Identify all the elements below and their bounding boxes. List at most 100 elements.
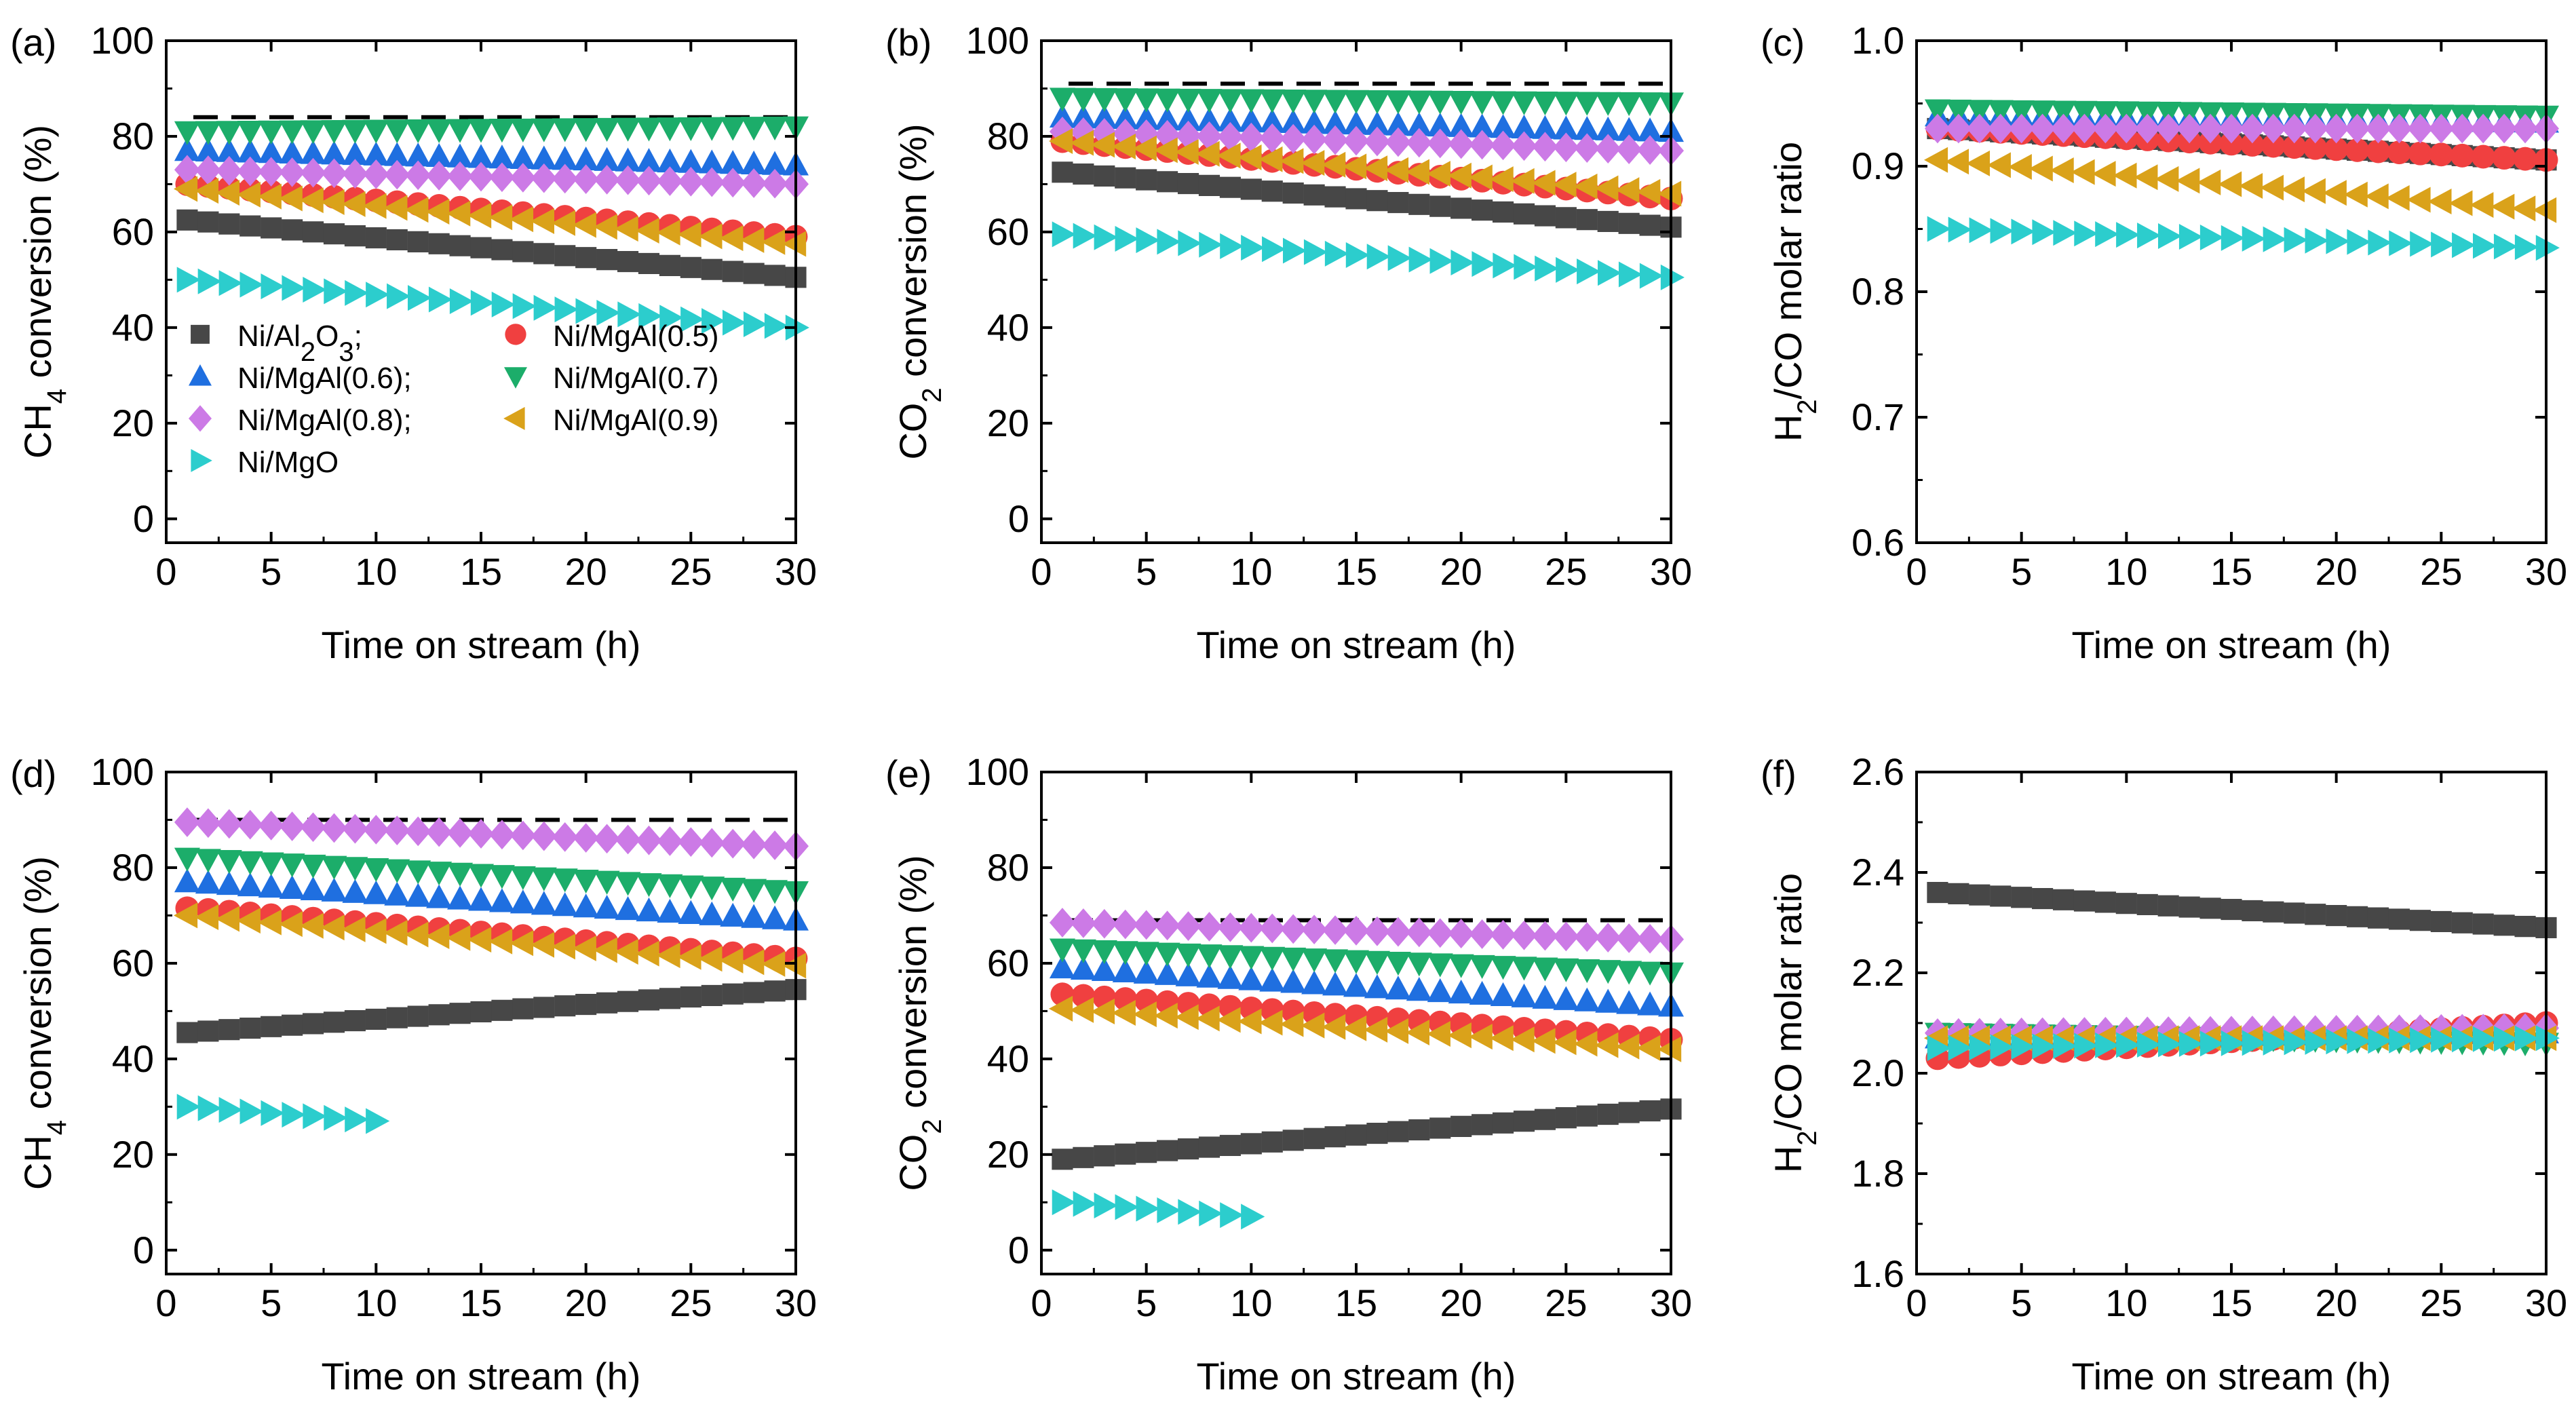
data-point bbox=[2095, 221, 2119, 248]
x-tick-label: 5 bbox=[1136, 1282, 1157, 1324]
data-point bbox=[636, 117, 662, 142]
y-tick-label: 100 bbox=[966, 750, 1029, 793]
x-tick-label: 10 bbox=[2105, 550, 2147, 593]
data-point bbox=[512, 293, 537, 320]
data-point bbox=[342, 857, 368, 881]
data-point bbox=[449, 288, 474, 314]
data-point bbox=[1408, 246, 1433, 273]
data-point bbox=[1468, 1024, 1493, 1050]
data-point bbox=[2261, 134, 2286, 158]
data-point bbox=[2197, 169, 2221, 195]
data-point bbox=[1258, 146, 1283, 172]
data-point bbox=[1174, 139, 1199, 166]
data-point bbox=[1511, 131, 1537, 161]
data-point bbox=[491, 239, 513, 261]
data-point bbox=[321, 120, 347, 144]
x-tick-label: 5 bbox=[1136, 550, 1157, 593]
x-tick-label: 15 bbox=[1335, 550, 1377, 593]
data-point bbox=[572, 935, 596, 961]
data-point bbox=[218, 213, 240, 235]
data-point bbox=[282, 1014, 303, 1036]
data-point bbox=[1198, 1136, 1220, 1158]
data-point bbox=[531, 891, 557, 915]
data-point bbox=[1217, 965, 1244, 989]
data-point bbox=[741, 879, 767, 903]
data-point bbox=[1924, 99, 1950, 123]
data-point bbox=[1511, 920, 1537, 950]
data-point bbox=[701, 308, 726, 334]
data-point bbox=[194, 904, 219, 930]
data-point bbox=[2199, 224, 2225, 250]
data-point bbox=[1343, 126, 1369, 156]
data-point bbox=[2238, 173, 2263, 199]
data-point bbox=[2199, 1030, 2225, 1057]
data-point bbox=[1220, 1202, 1244, 1229]
x-tick-label: 15 bbox=[460, 550, 502, 593]
data-point bbox=[551, 210, 575, 236]
data-point bbox=[363, 857, 389, 883]
x-tick-label: 30 bbox=[1650, 1282, 1692, 1324]
series-Ni-MgAl-0.7- bbox=[174, 116, 809, 145]
data-point bbox=[1597, 210, 1619, 233]
data-point bbox=[1345, 188, 1367, 210]
data-point bbox=[1048, 995, 1073, 1022]
data-point bbox=[468, 144, 494, 168]
data-point bbox=[2178, 1030, 2204, 1057]
data-point bbox=[1511, 957, 1537, 981]
data-point bbox=[2071, 159, 2095, 185]
y-tick-label: 100 bbox=[91, 19, 154, 62]
series-Ni-MgAl-0.7- bbox=[1924, 99, 2559, 130]
y-tick-label: 2.0 bbox=[1851, 1052, 1904, 1094]
data-point bbox=[1637, 92, 1664, 117]
data-point bbox=[2410, 231, 2434, 257]
data-point bbox=[2242, 900, 2263, 921]
data-point bbox=[1534, 205, 1556, 227]
data-point bbox=[678, 166, 704, 197]
data-point bbox=[2092, 113, 2119, 144]
data-point bbox=[1136, 1195, 1160, 1222]
y-tick-label: 0.6 bbox=[1851, 521, 1904, 564]
data-point bbox=[1258, 1009, 1283, 1036]
data-point bbox=[197, 211, 219, 233]
data-point bbox=[2389, 1027, 2413, 1054]
data-point bbox=[1468, 164, 1493, 191]
data-point bbox=[2221, 225, 2245, 251]
data-point bbox=[1553, 921, 1579, 952]
data-point bbox=[1552, 172, 1577, 198]
data-point bbox=[2430, 910, 2452, 933]
data-point bbox=[1049, 938, 1075, 963]
data-point bbox=[1493, 252, 1517, 279]
x-tick-label: 15 bbox=[1335, 1282, 1377, 1324]
data-point bbox=[1927, 216, 1951, 242]
data-point bbox=[1280, 90, 1307, 114]
data-point bbox=[1091, 940, 1117, 965]
legend-label: Ni/MgAl(0.7) bbox=[553, 362, 719, 395]
data-point bbox=[491, 291, 516, 317]
data-point bbox=[1094, 1192, 1118, 1218]
data-point bbox=[1555, 207, 1577, 229]
data-point bbox=[762, 880, 788, 904]
data-point bbox=[1927, 1035, 1951, 1061]
data-point bbox=[2491, 113, 2518, 144]
series-Ni-MgAl-0.9- bbox=[1923, 147, 2557, 223]
y-tick-label: 20 bbox=[112, 1133, 154, 1176]
x-axis-label: Time on stream (h) bbox=[1197, 1355, 1516, 1398]
data-point bbox=[1322, 1014, 1346, 1040]
data-point bbox=[719, 225, 744, 252]
data-point bbox=[594, 870, 620, 895]
data-point bbox=[1948, 883, 1969, 904]
data-point bbox=[723, 309, 747, 336]
series-Ni-MgAl-0.8- bbox=[1924, 113, 2559, 144]
data-point bbox=[278, 911, 303, 938]
y-axis-label: CH4 conversion (%) bbox=[16, 856, 72, 1190]
data-point bbox=[1472, 199, 1493, 221]
data-point bbox=[279, 811, 305, 841]
data-point bbox=[446, 925, 471, 951]
data-point bbox=[449, 1003, 471, 1024]
data-point bbox=[468, 864, 494, 888]
data-point bbox=[2470, 113, 2497, 144]
data-point bbox=[575, 993, 597, 1016]
data-point bbox=[324, 278, 348, 305]
data-point bbox=[2347, 1028, 2371, 1054]
data-point bbox=[2344, 113, 2370, 144]
